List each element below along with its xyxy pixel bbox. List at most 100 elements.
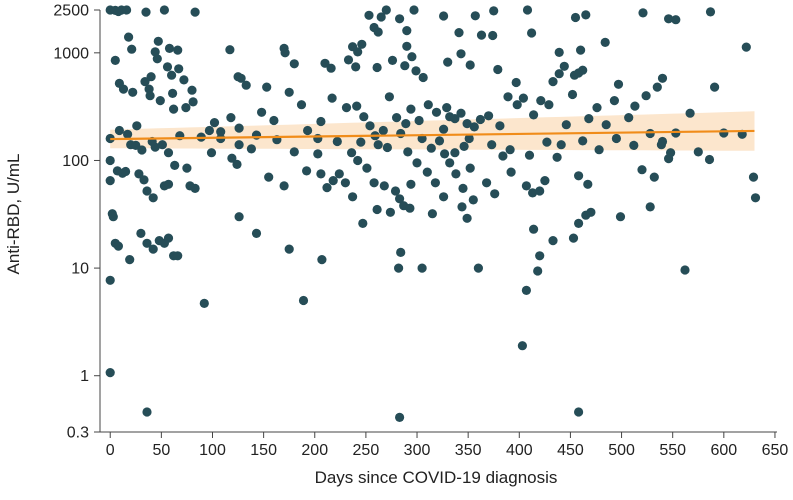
data-point [348,192,358,202]
data-point [685,108,695,118]
data-point [284,87,294,97]
data-point [113,241,123,251]
data-point [280,48,290,58]
data-point [162,62,173,72]
data-point [163,179,174,189]
data-point [548,236,558,246]
data-point [127,44,137,54]
axes-layer: 0 50 100 150 200 250 300 350 400 450 500 550 600 650 0… [53,3,788,460]
data-point [611,133,622,144]
data-point [601,120,611,130]
data-point [503,92,513,102]
data-point [657,136,668,147]
data-point [406,104,416,114]
y-tick-label: 2500 [53,3,89,20]
data-point [225,45,235,55]
data-point [373,27,383,37]
data-point [561,120,571,130]
data-point [613,79,624,89]
data-point [157,140,167,150]
data-point [451,169,461,179]
data-point [148,244,158,254]
data-point [649,172,659,182]
confidence-band-layer [110,111,755,151]
data-point [128,87,138,97]
data-point [524,150,535,160]
x-tick-label: 650 [762,442,789,459]
data-point [629,140,639,150]
data-point [495,121,505,131]
data-point [554,69,564,79]
data-point [576,45,586,55]
data-point [105,275,115,285]
data-point [402,41,412,51]
data-point [232,159,242,169]
data-point [529,224,539,234]
data-point [320,58,330,68]
data-point [105,368,115,378]
data-point [269,115,279,126]
data-point [148,193,158,203]
data-point [657,73,668,83]
data-point [376,12,386,22]
data-point [544,100,554,110]
data-point [204,125,214,136]
data-point [284,244,294,254]
data-point [394,263,404,273]
data-point [114,125,124,136]
data-point [396,128,406,139]
data-point [594,145,604,155]
data-point [110,55,120,65]
data-point [105,133,115,144]
data-point [443,57,453,67]
data-point [535,186,545,196]
data-point [411,66,421,76]
data-point [535,251,545,261]
data-point [469,122,479,132]
data-point [164,43,175,54]
data-point [542,137,552,147]
data-point [423,100,433,110]
data-point [334,169,344,179]
data-point [407,52,417,62]
data-point [134,169,144,179]
data-point [473,263,483,273]
data-point [384,92,394,102]
data-point [406,179,416,189]
data-point [137,145,147,155]
data-point [209,118,220,128]
data-point [395,14,405,24]
y-tick-label: 10 [71,261,89,278]
data-point [704,154,715,165]
data-point [586,207,596,217]
data-point [600,37,610,48]
y-axis-title: Anti-RBD, U/mL [4,154,23,275]
data-point [465,163,475,173]
data-point [671,15,681,25]
data-point [468,195,478,205]
data-point [124,32,134,42]
y-tick-label: 100 [62,153,89,170]
data-point [402,26,412,36]
data-point [527,28,537,38]
data-point [187,85,197,95]
data-point [454,27,464,38]
data-point [439,192,449,202]
data-point [624,113,634,123]
data-point [173,251,183,261]
data-point [630,101,640,111]
data-point [442,103,452,113]
data-point [457,202,467,212]
data-point [251,228,262,238]
data-point [351,62,361,72]
data-point [750,193,761,203]
data-point [199,298,209,308]
data-point [609,96,620,106]
data-point [169,104,179,114]
data-point [465,60,475,70]
data-point [132,121,142,131]
data-point [615,212,626,222]
data-point [118,84,129,94]
data-point [142,238,152,248]
data-point [188,97,198,107]
